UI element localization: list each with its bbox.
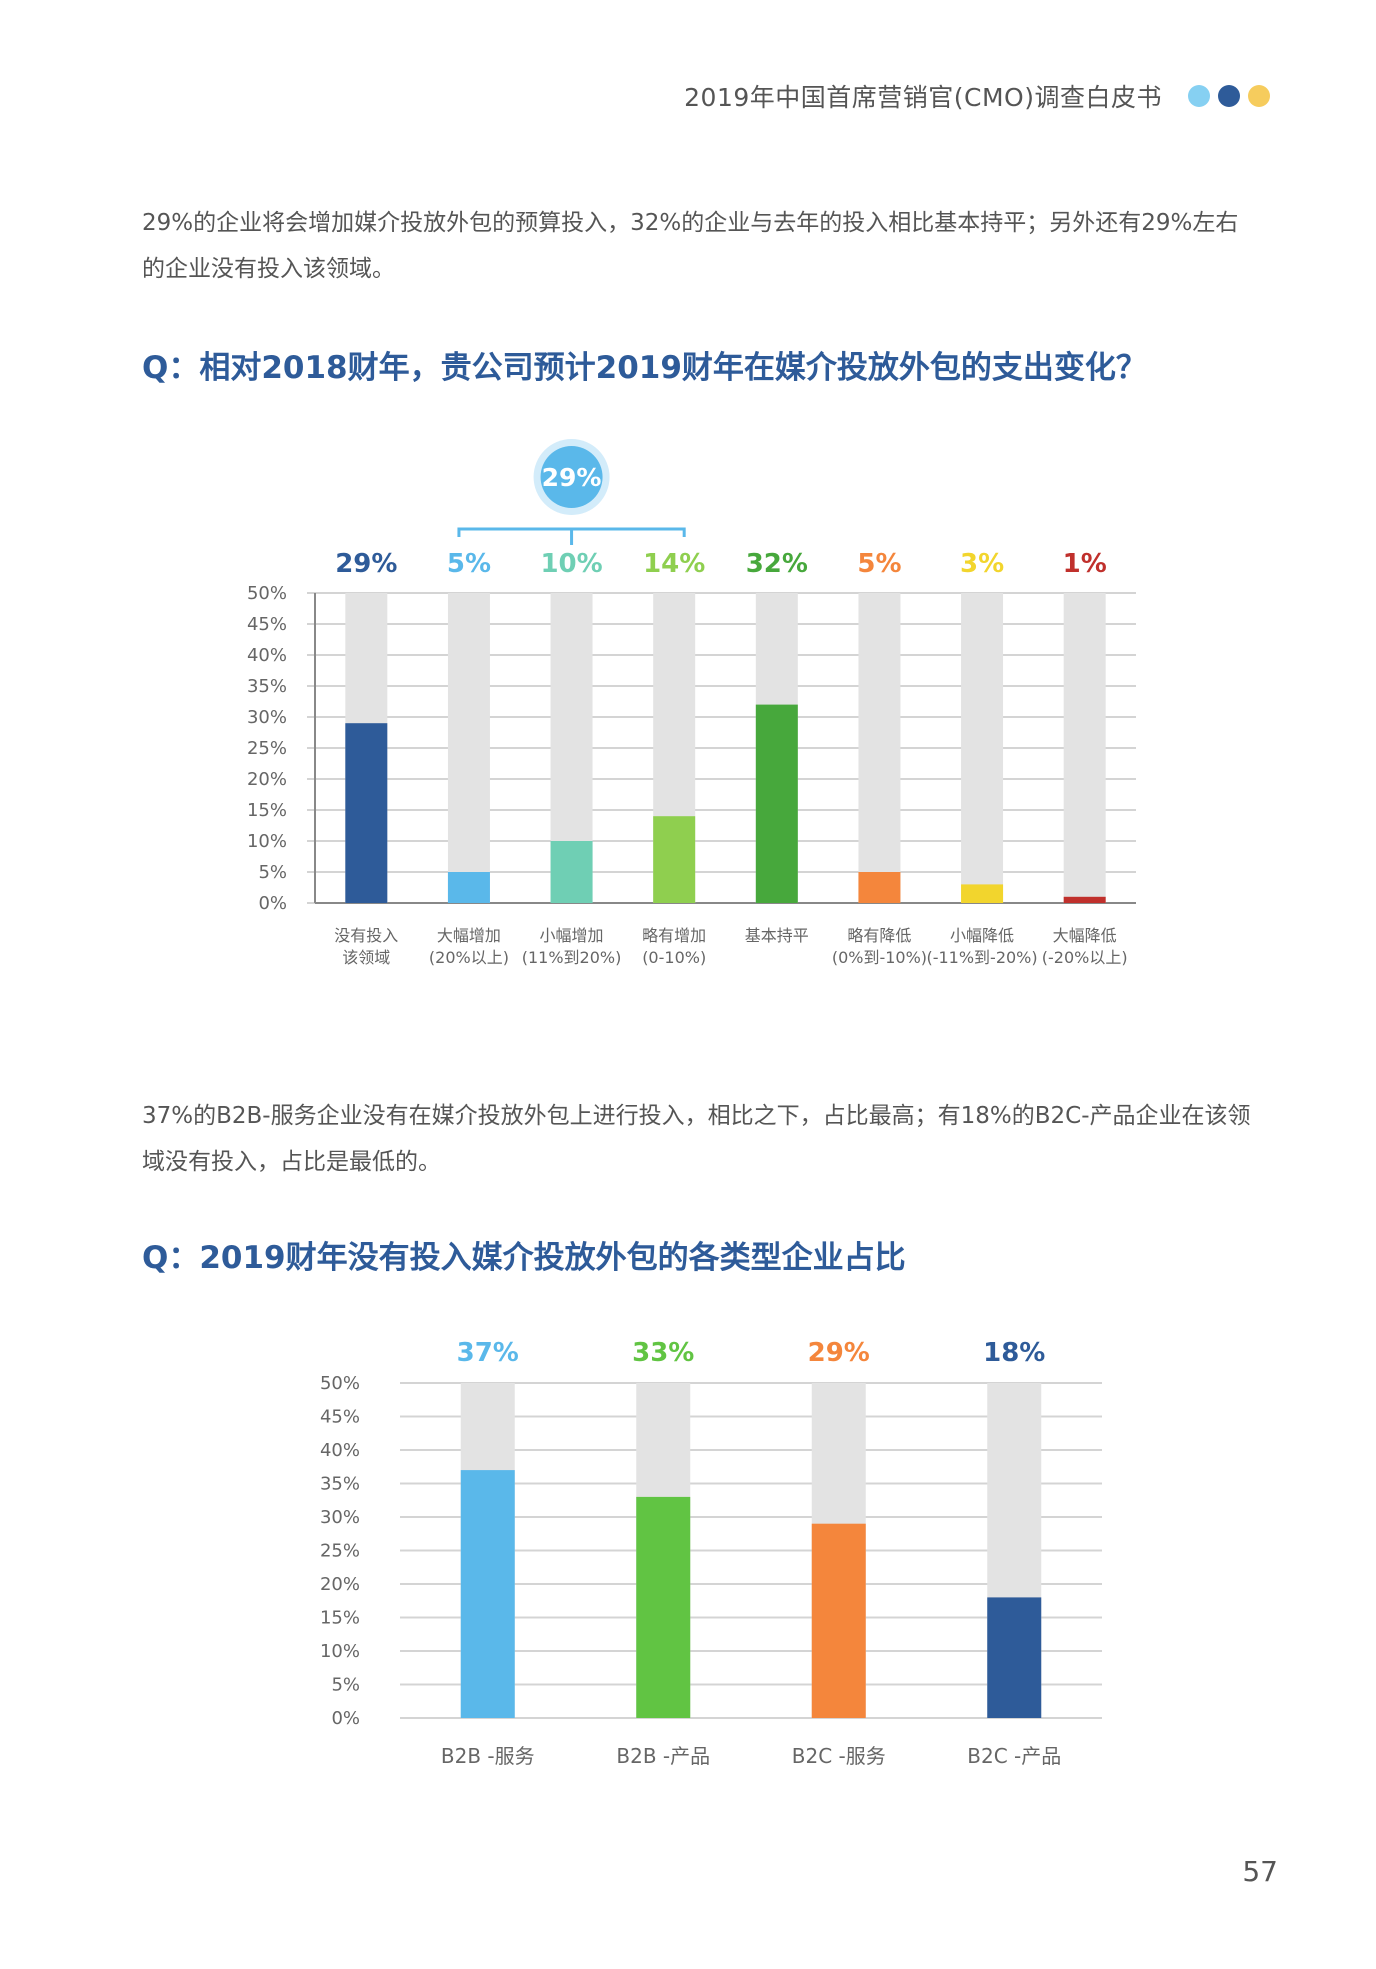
- bar-value-label: 33%: [632, 1338, 694, 1368]
- bar: [755, 704, 798, 903]
- y-tick-label: 40%: [320, 1440, 360, 1461]
- y-tick-label: 10%: [247, 831, 287, 852]
- bar-value-label: 32%: [746, 549, 808, 579]
- header-dot-dark-blue: [1218, 85, 1240, 107]
- category-label: (-11%到-20%): [926, 948, 1037, 967]
- paragraph-line: 29%的企业将会增加媒介投放外包的预算投入，32%的企业与去年的投入相比基本持平…: [142, 210, 1239, 236]
- bar-background: [961, 593, 1004, 903]
- category-label: 小幅增加: [540, 926, 604, 945]
- header-dots: [1188, 85, 1270, 107]
- bar-value-label: 1%: [1063, 549, 1107, 579]
- y-tick-label: 30%: [320, 1507, 360, 1528]
- category-label: 该领域: [342, 948, 390, 967]
- category-label: (11%到20%): [522, 948, 622, 967]
- bar-value-label: 29%: [335, 549, 397, 579]
- y-tick-label: 20%: [320, 1574, 360, 1595]
- header-title: 2019年中国首席营销官(CMO)调查白皮书: [684, 83, 1162, 112]
- y-tick-label: 50%: [320, 1373, 360, 1394]
- bar: [858, 872, 901, 903]
- category-label: 大幅降低: [1053, 926, 1117, 945]
- bar: [811, 1523, 866, 1718]
- bar: [1063, 896, 1106, 903]
- bar-value-label: 5%: [857, 549, 901, 579]
- bar-value-label: 29%: [808, 1338, 870, 1368]
- y-tick-label: 50%: [247, 583, 287, 604]
- category-label: 基本持平: [745, 926, 809, 945]
- y-tick-label: 45%: [247, 614, 287, 635]
- bar: [447, 872, 490, 903]
- bar: [345, 723, 388, 903]
- y-tick-label: 0%: [258, 893, 287, 914]
- page-number: 57: [1242, 1855, 1278, 1888]
- bar-value-label: 3%: [960, 549, 1004, 579]
- category-label: 没有投入: [334, 926, 398, 945]
- bar-background: [447, 593, 490, 903]
- y-tick-label: 30%: [247, 707, 287, 728]
- category-label: B2C -服务: [792, 1744, 886, 1768]
- category-label: 小幅降低: [950, 926, 1014, 945]
- page-header: 2019年中国首席营销官(CMO)调查白皮书: [684, 78, 1270, 114]
- intro-paragraph-1: 29%的企业将会增加媒介投放外包的预算投入，32%的企业与去年的投入相比基本持平…: [142, 200, 1292, 292]
- y-tick-label: 25%: [320, 1541, 360, 1562]
- question-title-1: Q：相对2018财年，贵公司预计2019财年在媒介投放外包的支出变化？: [142, 350, 1147, 386]
- category-label: B2B -服务: [441, 1744, 535, 1768]
- category-label: (-20%以上): [1042, 948, 1128, 967]
- category-label: B2C -产品: [967, 1744, 1061, 1768]
- y-tick-label: 0%: [331, 1708, 360, 1729]
- paragraph-line: 37%的B2B-服务企业没有在媒介投放外包上进行投入，相比之下，占比最高；有18…: [142, 1103, 1251, 1129]
- category-label: 略有降低: [847, 926, 911, 945]
- bar-value-label: 18%: [983, 1338, 1045, 1368]
- bracket-line: [457, 527, 686, 545]
- bar-background: [1063, 593, 1106, 903]
- y-tick-label: 5%: [258, 862, 287, 883]
- bar: [653, 816, 696, 903]
- y-tick-label: 5%: [331, 1675, 360, 1696]
- category-label: (0%到-10%): [832, 948, 927, 967]
- y-tick-label: 15%: [247, 800, 287, 821]
- bar: [460, 1470, 515, 1718]
- intro-paragraph-2: 37%的B2B-服务企业没有在媒介投放外包上进行投入，相比之下，占比最高；有18…: [142, 1093, 1292, 1185]
- bar: [987, 1597, 1042, 1718]
- bar: [550, 841, 593, 903]
- category-label: 略有增加: [642, 926, 706, 945]
- question-title-2: Q：2019财年没有投入媒介投放外包的各类型企业占比: [142, 1240, 906, 1276]
- y-tick-label: 25%: [247, 738, 287, 759]
- y-tick-label: 20%: [247, 769, 287, 790]
- header-dot-light-blue: [1188, 85, 1210, 107]
- y-tick-label: 40%: [247, 645, 287, 666]
- paragraph-line: 域没有投入，占比是最低的。: [142, 1149, 441, 1175]
- bar-value-label: 14%: [643, 549, 705, 579]
- no-investment-by-type-bar-chart: 0% 5% 10% 15% 20% 25% 30% 35% 40% 45% 50% 37% B2B -服…: [320, 1338, 1102, 1768]
- y-tick-label: 15%: [320, 1608, 360, 1629]
- paragraph-line: 的企业没有投入该领域。: [142, 256, 395, 282]
- bar-value-label: 37%: [457, 1338, 519, 1368]
- bracket-badge-label: 29%: [542, 463, 602, 492]
- y-tick-label: 35%: [320, 1474, 360, 1495]
- y-tick-label: 10%: [320, 1641, 360, 1662]
- spend-change-bar-chart: 0% 5% 10% 15% 20% 25% 30% 35% 40% 45% 50% 29% 没有投入该领…: [247, 439, 1136, 967]
- bracket-badge: [540, 446, 603, 508]
- category-label: B2B -产品: [616, 1744, 710, 1768]
- bar: [961, 884, 1004, 903]
- category-label: 大幅增加: [437, 926, 501, 945]
- bar-value-label: 5%: [447, 549, 491, 579]
- y-tick-label: 35%: [247, 676, 287, 697]
- y-tick-label: 45%: [320, 1407, 360, 1428]
- header-dot-yellow: [1248, 85, 1270, 107]
- bar-value-label: 10%: [540, 549, 602, 579]
- category-label: (20%以上): [429, 948, 509, 967]
- category-label: (0-10%): [642, 948, 706, 967]
- bar-background: [858, 593, 901, 903]
- bar: [636, 1496, 691, 1718]
